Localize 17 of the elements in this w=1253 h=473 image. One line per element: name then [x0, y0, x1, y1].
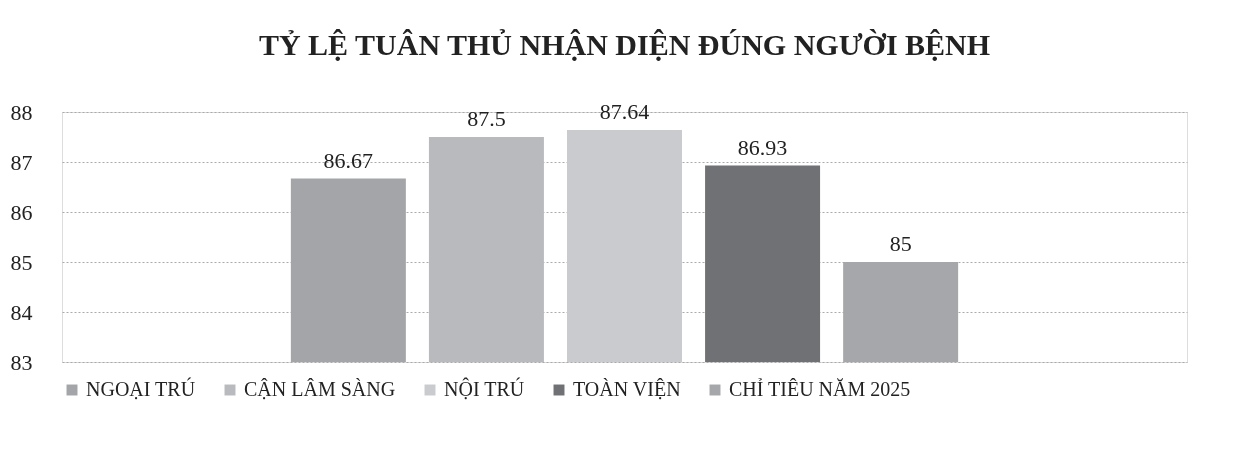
legend-label: NGOẠI TRÚ: [86, 377, 196, 400]
y-tick-label: 88: [10, 99, 33, 125]
legend-label: NỘI TRÚ: [444, 377, 525, 400]
data-label: 86.67: [323, 147, 374, 173]
y-tick-label: 83: [10, 349, 33, 375]
legend-label: TOÀN VIỆN: [573, 378, 681, 400]
legend-label: CHỈ TIÊU NĂM 2025: [729, 378, 911, 400]
data-label: 85: [889, 231, 912, 256]
data-label: 86.93: [737, 134, 788, 160]
chart-title: TỶ LỆ TUÂN THỦ NHẬN DIỆN ĐÚNG NGƯỜI BỆNH: [258, 28, 991, 61]
y-tick-label: 87: [10, 149, 33, 175]
legend-label: CẬN LÂM SÀNG: [244, 378, 396, 400]
y-tick-label: 85: [10, 249, 33, 275]
y-tick-label: 84: [10, 299, 33, 325]
data-label: 87.5: [467, 106, 506, 131]
data-label: 87.64: [599, 99, 650, 124]
y-tick-label: 86: [10, 199, 33, 225]
